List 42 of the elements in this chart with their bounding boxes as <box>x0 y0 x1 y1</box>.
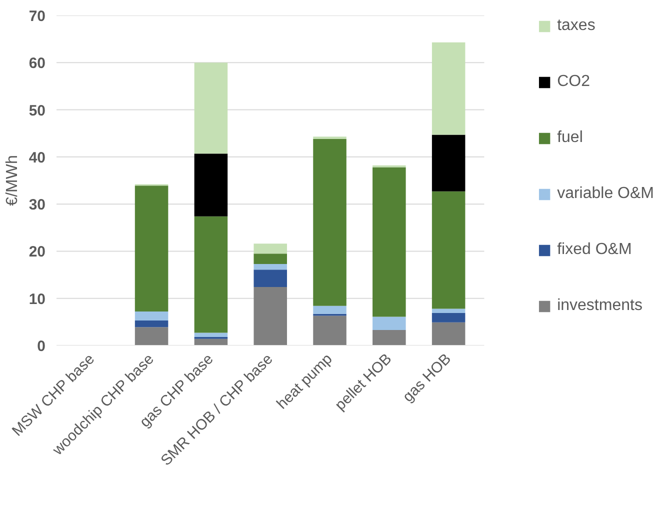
legend-label: fuel <box>557 129 583 147</box>
y-tick-label: 0 <box>37 338 46 355</box>
y-tick-label: 10 <box>28 290 46 308</box>
bar <box>313 136 346 140</box>
bar <box>194 338 228 346</box>
bar <box>254 244 287 254</box>
bar <box>194 154 228 216</box>
bar <box>254 264 287 270</box>
bar <box>134 186 168 312</box>
bar <box>254 254 287 264</box>
y-tick-label: 40 <box>28 149 46 166</box>
y-tick-label: 70 <box>28 8 46 25</box>
bar <box>432 191 466 309</box>
y-tick-label: 30 <box>28 196 46 214</box>
legend-label: CO2 <box>557 73 590 91</box>
bar <box>254 287 287 346</box>
bar <box>432 134 466 192</box>
bar <box>313 306 346 314</box>
bar <box>372 330 406 346</box>
bar <box>134 312 168 321</box>
y-tick-label: 20 <box>28 244 46 261</box>
legend-label: investments <box>557 297 642 315</box>
legend-label: fixed O&M <box>557 241 632 259</box>
bar <box>194 62 228 154</box>
legend-label: taxes <box>557 17 596 35</box>
bar <box>134 327 168 346</box>
bar <box>432 42 466 135</box>
bar <box>432 308 466 313</box>
bar <box>313 316 346 346</box>
bar <box>194 216 228 333</box>
bar <box>432 322 466 346</box>
y-tick-label: 50 <box>28 102 46 120</box>
bar <box>372 167 406 317</box>
y-axis-title: €/MWh <box>4 155 21 206</box>
bar <box>254 270 287 288</box>
bar <box>372 316 406 330</box>
bar <box>432 312 466 322</box>
bar <box>194 332 228 338</box>
bar <box>134 320 168 328</box>
y-tick-label: 60 <box>28 55 46 72</box>
legend-label: variable O&M <box>557 185 654 203</box>
bar <box>313 139 346 306</box>
